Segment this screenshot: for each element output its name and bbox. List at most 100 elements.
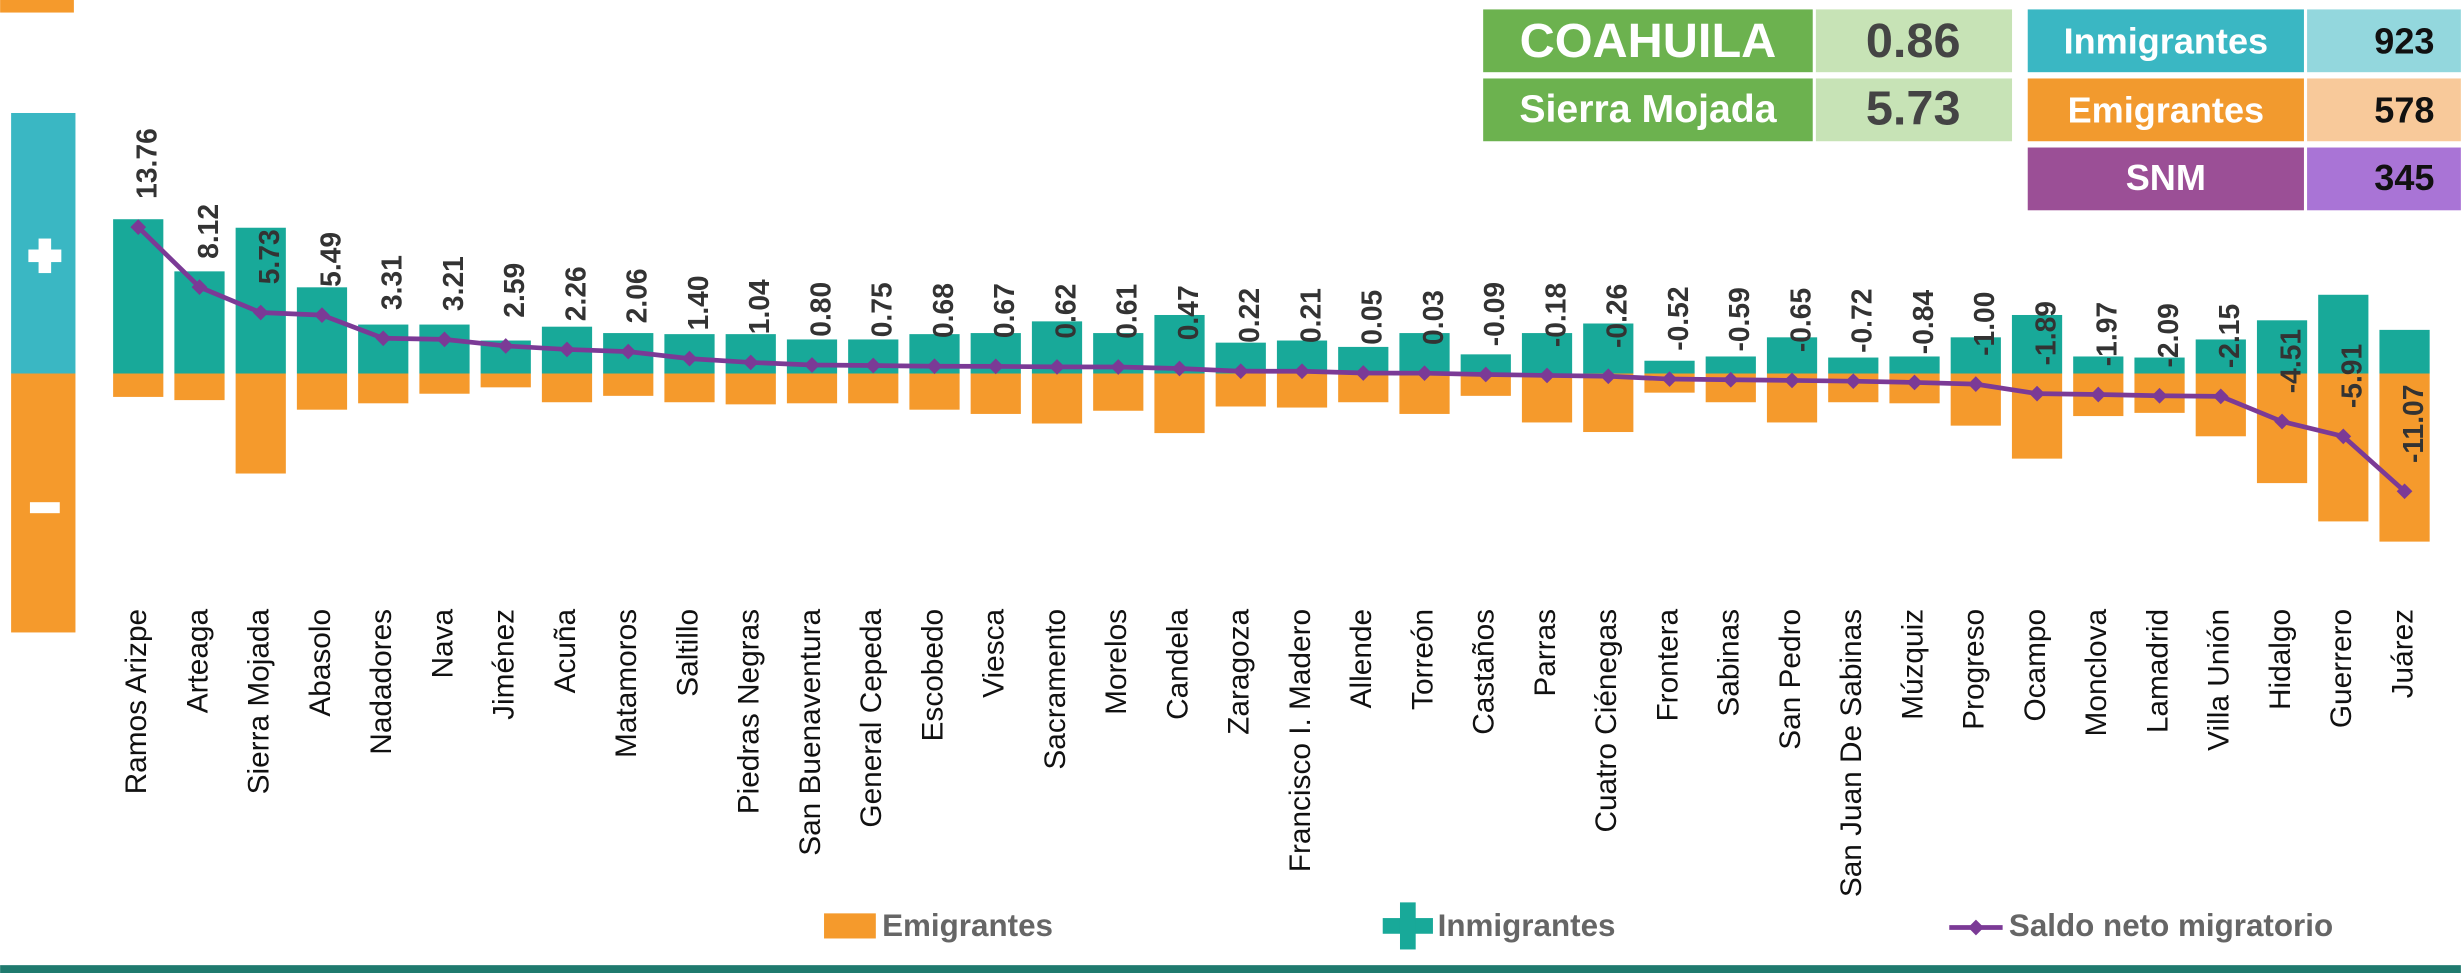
value-label: 0.67 [988,283,1020,338]
legend-label: Saldo neto migratorio [2009,908,2333,943]
bar [358,373,409,404]
value-label: 0.21 [1294,288,1326,343]
value-label: 2.59 [498,263,530,318]
bar [235,227,286,374]
x-tick-label: Castaños [1468,609,1501,735]
x-tick-label: Nava [426,608,459,678]
x-tick-label: Acuña [549,608,582,693]
marker [681,350,698,367]
bar [296,373,348,410]
value-label: -0.84 [1907,290,1939,355]
x-tick-label: Jiménez [488,609,521,720]
x-tick-label: Matamoros [610,609,643,758]
value-label: 13.76 [131,128,163,199]
bar [603,373,654,396]
value-label: -0.18 [1539,283,1571,347]
value-label: 0.61 [1111,284,1143,339]
bar [1031,373,1083,424]
net-cell [2027,147,2304,211]
value-label: 8.12 [192,204,224,259]
x-tick-label: San Pedro [1774,609,1807,750]
bar [1521,333,1573,374]
x-tick-label: Villa Unión [2203,609,2236,751]
legend-swatch [824,913,876,939]
marker [1049,359,1065,375]
emigrants-label: Emigrantes [2068,90,2265,131]
bar [1828,357,1879,374]
bar [2256,320,2308,374]
immigrants-value-cell [2307,9,2461,73]
marker [2090,386,2107,403]
x-tick-label: Múzquiz [1896,609,1929,720]
bar [1766,337,1818,374]
marker [742,354,759,371]
bar [1460,373,1511,396]
bar [1583,323,1634,374]
value-label: 3.31 [376,255,408,310]
bar [2379,373,2430,542]
x-tick-label: Sacramento [1039,609,1072,770]
x-tick-label: San Juan De Sabinas [1835,609,1868,897]
value-label: 0.05 [1356,290,1388,345]
bar [1705,356,1756,374]
x-tick-label: Francisco I. Madero [1284,609,1317,872]
value-label: -2.15 [2213,304,2245,368]
bar [786,373,838,404]
bar [541,373,593,403]
state-value: 0.86 [1866,14,1961,68]
orange-tab [0,0,74,13]
value-label: -1.00 [1968,292,2000,356]
marker [2335,428,2352,445]
x-tick-label: General Cepeda [855,608,888,827]
value-label: 0.68 [927,283,959,338]
minus-icon [29,502,60,514]
emigrants-value-cell [2307,78,2461,142]
line [136,225,2407,494]
bar [1644,360,1695,374]
x-tick-label: Cuatro Ciénegas [1590,609,1623,833]
x-tick-label: Allende [1345,609,1378,708]
bar [1950,337,2001,374]
immigrants-label: Inmigrantes [2064,20,2269,61]
bar [2318,373,2369,522]
bar [2011,314,2063,374]
marker [926,358,943,375]
value-label: -1.89 [2029,301,2061,365]
x-tick-label: Escobedo [916,609,949,742]
x-tick-label: Ocampo [2019,609,2052,722]
value-label: -0.59 [1723,287,1755,351]
x-tick-label: Lamadrid [2141,609,2174,733]
bar [1460,354,1511,374]
marker [2396,483,2413,500]
bar [2318,294,2369,374]
immigrants-value: 923 [2374,20,2434,61]
selected-cell [1483,78,1813,142]
value-label: -1.97 [2091,302,2123,366]
marker [130,219,147,235]
value-label: -0.52 [1662,286,1694,350]
value-label: -0.65 [1784,288,1816,352]
value-label: 1.04 [743,279,775,334]
x-tick-label: Guerrero [2325,609,2358,728]
plus-icon [38,238,52,274]
bar [2134,357,2185,374]
x-tick-label: Candela [1161,608,1194,719]
bar [1276,373,1328,408]
x-tick-label: Sierra Mojada [243,608,276,794]
state-value-cell [1815,9,2013,73]
value-label: 1.40 [682,275,714,330]
value-label: 0.75 [866,282,898,337]
bar [113,373,164,397]
x-tick-label: Abasolo [304,609,337,717]
marker [865,357,882,374]
legend-label: Inmigrantes [1438,908,1616,943]
bar [909,373,960,410]
bar [480,373,531,388]
x-tick-label: Juárez [2386,609,2419,698]
net-label: SNM [2126,157,2206,198]
value-label: 0.80 [804,282,836,337]
marker [1906,374,1923,391]
legend-swatch [1399,902,1416,950]
value-label: 0.22 [1233,288,1265,343]
